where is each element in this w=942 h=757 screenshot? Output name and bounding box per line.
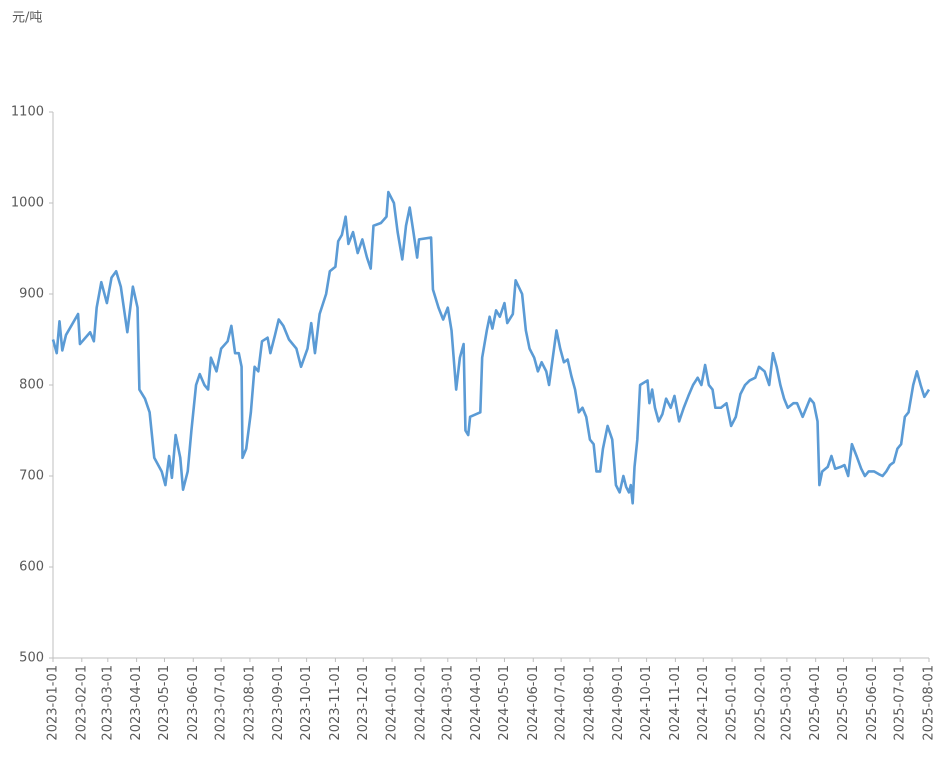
x-tick-label: 2025-05-01 [836, 665, 851, 741]
x-tick-label: 2024-05-01 [497, 665, 512, 741]
x-tick-label: 2024-03-01 [440, 665, 455, 741]
y-tick-label: 900 [19, 287, 44, 302]
x-tick-label: 2024-04-01 [469, 665, 484, 741]
y-axis-label: 元/吨 [12, 11, 42, 26]
x-tick-label: 2023-04-01 [129, 665, 144, 741]
x-tick-label: 2023-12-01 [356, 665, 371, 741]
x-tick-label: 2024-09-01 [611, 665, 626, 741]
x-tick-label: 2023-03-01 [100, 665, 115, 741]
x-tick-label: 2024-06-01 [526, 665, 541, 741]
x-tick-label: 2024-02-01 [413, 665, 428, 741]
x-tick-label: 2023-10-01 [299, 665, 314, 741]
x-tick-label: 2025-04-01 [808, 665, 823, 741]
x-tick-label: 2023-06-01 [186, 665, 201, 741]
x-tick-label: 2024-10-01 [639, 665, 654, 741]
y-tick-label: 1000 [11, 196, 44, 211]
x-tick-label: 2025-01-01 [725, 665, 740, 741]
x-tick-label: 2024-11-01 [668, 665, 683, 741]
x-tick-label: 2025-06-01 [865, 665, 880, 741]
x-tick-label: 2023-01-01 [46, 665, 61, 741]
price-line [51, 190, 931, 505]
x-tick-label: 2023-05-01 [157, 665, 172, 741]
x-tick-label: 2023-11-01 [328, 665, 343, 741]
x-tick-label: 2023-07-01 [214, 665, 229, 741]
y-tick-label: 800 [19, 378, 44, 393]
x-tick-label: 2025-03-01 [779, 665, 794, 741]
y-tick-label: 1100 [11, 105, 44, 120]
x-tick-label: 2025-07-01 [893, 665, 908, 741]
y-tick-label: 500 [19, 651, 44, 666]
x-tick-label: 2023-09-01 [271, 665, 286, 741]
x-tick-label: 2024-01-01 [385, 665, 400, 741]
x-tick-label: 2023-02-01 [74, 665, 89, 741]
x-tick-label: 2024-07-01 [554, 665, 569, 741]
y-tick-label: 700 [19, 469, 44, 484]
x-tick-label: 2024-12-01 [696, 665, 711, 741]
y-tick-label: 600 [19, 560, 44, 575]
x-tick-label: 2024-08-01 [582, 665, 597, 741]
x-tick-label: 2025-08-01 [922, 665, 937, 741]
x-tick-label: 2025-02-01 [753, 665, 768, 741]
x-tick-label: 2023-08-01 [242, 665, 257, 741]
